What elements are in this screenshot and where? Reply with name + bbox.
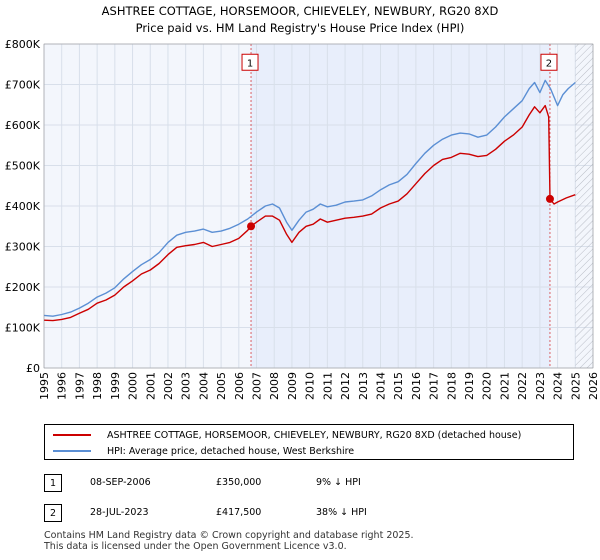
- x-tick-label: 2014: [374, 372, 387, 400]
- x-tick-label: 2006: [233, 372, 246, 400]
- transaction-hpi-diff: 9% ↓ HPI: [316, 477, 361, 488]
- x-tick-label: 2007: [251, 372, 264, 400]
- y-tick-label: £500K: [5, 160, 41, 173]
- x-tick-label: 1995: [38, 372, 51, 400]
- x-tick-label: 2011: [321, 372, 334, 400]
- transaction-price: £417,500: [216, 507, 262, 518]
- y-tick-label: £600K: [5, 119, 41, 132]
- x-tick-label: 2020: [481, 372, 494, 400]
- x-tick-label: 1996: [56, 372, 69, 400]
- x-tick-label: 2015: [392, 372, 405, 400]
- legend-swatch-hpi: [53, 450, 91, 452]
- transaction-number-box: 2: [44, 504, 62, 522]
- legend-label-property: ASHTREE COTTAGE, HORSEMOOR, CHIEVELEY, N…: [107, 429, 522, 441]
- x-tick-label: 2001: [144, 372, 157, 400]
- legend-entry-property: ASHTREE COTTAGE, HORSEMOOR, CHIEVELEY, N…: [53, 427, 521, 443]
- x-tick-label: 2009: [286, 372, 299, 400]
- chart-legend: ASHTREE COTTAGE, HORSEMOOR, CHIEVELEY, N…: [44, 424, 574, 460]
- x-tick-label: 2017: [428, 372, 441, 400]
- x-tick-label: 1999: [109, 372, 122, 400]
- x-tick-label: 2024: [552, 372, 565, 400]
- footer-line-1: Contains HM Land Registry data © Crown c…: [44, 530, 414, 541]
- property-price-line: [43, 104, 576, 322]
- transaction-date: 28-JUL-2023: [90, 507, 149, 518]
- x-tick-label: 2023: [534, 372, 547, 400]
- y-tick-label: £700K: [5, 79, 41, 92]
- legend-swatch-property: [53, 434, 91, 436]
- x-tick-label: 2010: [304, 372, 317, 400]
- plot-border: [43, 43, 594, 369]
- chart-title: ASHTREE COTTAGE, HORSEMOOR, CHIEVELEY, N…: [102, 4, 499, 18]
- footer-attribution: Contains HM Land Registry data © Crown c…: [44, 530, 414, 552]
- y-tick-label: £100K: [5, 322, 41, 335]
- y-tick-label: £300K: [5, 241, 41, 254]
- x-tick-label: 1998: [91, 372, 104, 400]
- forecast-hatch: [575, 44, 593, 368]
- x-tick-label: 2005: [215, 372, 228, 400]
- x-tick-label: 2021: [498, 372, 511, 400]
- x-tick-label: 2019: [463, 372, 476, 400]
- x-tick-label: 2013: [357, 372, 370, 400]
- transaction-number-box: 1: [44, 474, 62, 492]
- x-tick-label: 2004: [197, 372, 210, 400]
- x-tick-label: 2012: [339, 372, 352, 400]
- sale-marker-label: 1: [247, 58, 253, 69]
- hpi-line: [43, 79, 576, 317]
- legend-entry-hpi: HPI: Average price, detached house, West…: [53, 443, 354, 459]
- legend-label-hpi: HPI: Average price, detached house, West…: [107, 445, 355, 457]
- sale-marker-label: 2: [546, 58, 552, 69]
- y-tick-label: £800K: [5, 38, 41, 51]
- sale-point: [247, 222, 256, 231]
- y-tick-label: £200K: [5, 281, 41, 294]
- x-tick-label: 2003: [180, 372, 193, 400]
- x-tick-label: 2025: [569, 372, 582, 400]
- x-tick-label: 1997: [73, 372, 86, 400]
- sale-marker-box: [241, 53, 259, 71]
- x-tick-label: 2002: [162, 372, 175, 400]
- x-tick-label: 2022: [516, 372, 529, 400]
- transaction-price: £350,000: [216, 477, 262, 488]
- x-tick-label: 2008: [268, 372, 281, 400]
- transaction-hpi-diff: 38% ↓ HPI: [316, 507, 367, 518]
- x-tick-label: 2018: [445, 372, 458, 400]
- footer-line-2: This data is licensed under the Open Gov…: [44, 541, 347, 552]
- sale-point: [545, 194, 554, 203]
- transaction-date: 08-SEP-2006: [90, 477, 151, 488]
- sale-marker-box: [540, 53, 558, 71]
- y-tick-label: £0: [26, 362, 40, 375]
- y-tick-label: £400K: [5, 200, 41, 213]
- x-tick-label: 2026: [587, 372, 600, 400]
- price-chart: ASHTREE COTTAGE, HORSEMOOR, CHIEVELEY, N…: [5, 4, 600, 400]
- x-tick-label: 2016: [410, 372, 423, 400]
- x-tick-label: 2000: [127, 372, 140, 400]
- chart-subtitle: Price paid vs. HM Land Registry's House …: [136, 21, 465, 35]
